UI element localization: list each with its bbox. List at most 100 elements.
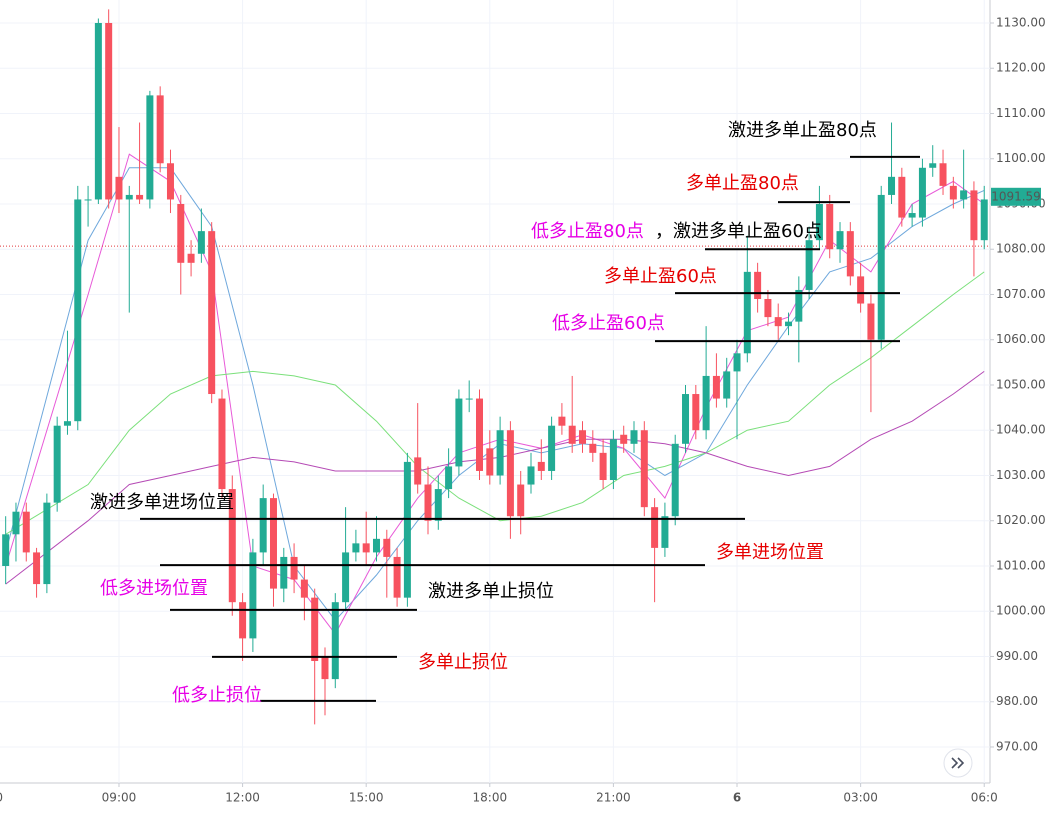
candle-body [352, 543, 360, 553]
candle-body [362, 543, 370, 553]
candle-body [867, 303, 875, 340]
candle-body [22, 511, 30, 553]
candle-body [764, 299, 772, 318]
y-tick-label: 1130.00 [996, 15, 1045, 29]
candle-body [94, 22, 102, 200]
annotation: 激进多单止盈80点 [728, 120, 877, 141]
candle-body [177, 203, 185, 263]
x-tick-label: 00 [0, 791, 3, 805]
candle-body [187, 253, 195, 263]
candle-body [558, 416, 566, 426]
candle-body [146, 95, 154, 200]
candle-body [311, 597, 319, 662]
candle-body [537, 461, 545, 471]
y-tick-label: 1120.00 [996, 61, 1045, 75]
candle-body [723, 371, 731, 399]
y-tick-label: 1000.00 [996, 604, 1045, 618]
candle-body [383, 538, 391, 557]
x-tick-label: 03:00 [843, 791, 878, 805]
y-tick-label: 1060.00 [996, 332, 1045, 346]
last-price-label: 1091.59 [991, 189, 1041, 203]
candle-body [156, 95, 164, 164]
candle-body [331, 602, 339, 680]
y-tick-label: 1010.00 [996, 558, 1045, 572]
candle-body [259, 498, 267, 553]
candle-body [661, 516, 669, 548]
candle-body [980, 199, 988, 241]
candle-body [249, 552, 257, 639]
candle-body [805, 240, 813, 290]
candle-body [43, 502, 51, 585]
candle-body [589, 443, 597, 453]
candle-body [228, 489, 236, 603]
candle-body [682, 394, 690, 444]
candle-body [12, 511, 20, 535]
candle-body [208, 231, 216, 395]
candle-body [125, 194, 133, 200]
y-tick-label: 1080.00 [996, 242, 1045, 256]
candle-body [136, 194, 144, 200]
ma-line [5, 167, 985, 622]
x-tick-label: 21:00 [596, 791, 631, 805]
annotation: 低多进场位置 [100, 578, 208, 599]
candle-body [74, 199, 82, 422]
annotation: 低多止损位 [172, 685, 262, 706]
candle-body [455, 398, 463, 467]
annotation: 多单止盈80点 [686, 173, 799, 194]
candle-body [506, 430, 514, 517]
candle-body [599, 452, 607, 481]
candle-body [754, 271, 762, 300]
candle-body [908, 213, 916, 218]
candle-body [579, 430, 587, 444]
candle-body [517, 484, 525, 517]
candle-body [702, 375, 710, 431]
candle-body [197, 231, 205, 254]
candle-body [475, 398, 483, 471]
candle-body [733, 353, 741, 372]
candle-body [321, 656, 329, 680]
candle-body [929, 163, 937, 168]
candle-body [393, 556, 401, 598]
candle-body [105, 22, 113, 200]
candle-body [465, 398, 473, 400]
candle-body [692, 394, 700, 431]
scroll-icon [951, 757, 965, 769]
x-tick-label: 06:0 [971, 791, 998, 805]
candle-body [548, 425, 556, 471]
candle-body [785, 321, 793, 327]
candle-body [424, 484, 432, 521]
y-tick-label: 1020.00 [996, 513, 1045, 527]
candle-body [218, 398, 226, 490]
candle-body [434, 489, 442, 521]
x-tick-label: 6 [733, 791, 741, 805]
candle-body [888, 176, 896, 195]
candle-body [609, 439, 617, 481]
x-tick-label: 12:00 [225, 791, 260, 805]
annotation: 多单进场位置 [716, 542, 824, 563]
y-tick-label: 1070.00 [996, 287, 1045, 301]
candle-body [774, 317, 782, 327]
candle-body [960, 190, 968, 200]
candle-body [568, 425, 576, 444]
y-tick-label: 980.00 [996, 694, 1038, 708]
candle-body [496, 430, 504, 476]
x-tick-label: 09:00 [102, 791, 137, 805]
candle-body [342, 552, 350, 603]
annotation: 激进多单止损位 [428, 581, 554, 602]
y-tick-label: 1110.00 [996, 106, 1045, 120]
annotation: 多单止损位 [418, 652, 508, 673]
candle-body [486, 448, 494, 476]
candle-body [445, 466, 453, 490]
candle-body [239, 602, 247, 639]
annotation: 多单止盈60点 [604, 266, 717, 287]
candle-body [918, 167, 926, 218]
y-tick-label: 990.00 [996, 649, 1038, 663]
candle-body [836, 231, 844, 250]
y-tick-label: 970.00 [996, 739, 1038, 753]
candle-body [640, 430, 648, 508]
x-tick-label: 18:00 [473, 791, 508, 805]
candle-body [712, 375, 720, 399]
y-tick-label: 1050.00 [996, 377, 1045, 391]
annotation: 低多止盈80点 [531, 221, 644, 242]
